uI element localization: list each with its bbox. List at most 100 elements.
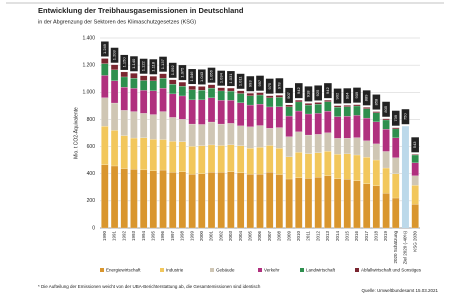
- bar-segment: [275, 106, 283, 128]
- bar-segment: [256, 125, 264, 148]
- x-tick-label: 2018: [374, 231, 379, 242]
- bar-segment: [101, 126, 109, 165]
- total-label: 978: [276, 82, 281, 89]
- bar-segment: [217, 100, 225, 125]
- legend-swatch: [160, 268, 164, 272]
- total-label: 739: [393, 114, 398, 121]
- bar-segment: [110, 130, 119, 167]
- total-label-box: [207, 67, 216, 83]
- target-bar: [401, 126, 409, 228]
- bar-segment: [130, 169, 138, 229]
- bar-segment: [343, 138, 351, 155]
- total-label: 1.075: [179, 67, 184, 78]
- bar-segment: [217, 145, 225, 173]
- bar-segment: [285, 115, 293, 137]
- total-label-box: [285, 87, 293, 103]
- bar-segment: [149, 80, 157, 91]
- bar-segment: [324, 100, 332, 102]
- bar-segment: [314, 102, 322, 105]
- bar-segment: [275, 148, 283, 175]
- bar-segment: [188, 174, 196, 229]
- bar-segment: [275, 174, 283, 229]
- bar-segment: [110, 80, 119, 104]
- bar-segment: [169, 141, 177, 173]
- total-label: 1.031: [228, 73, 233, 84]
- total-label-box: [139, 58, 148, 74]
- x-tick-label: 2001: [209, 231, 214, 242]
- x-tick-label: 2008: [277, 231, 282, 242]
- bar-segment: [256, 147, 264, 175]
- bar-segment: [130, 111, 138, 139]
- bar-segment: [140, 113, 148, 138]
- total-label-box: [275, 78, 284, 94]
- bar-segment: [169, 117, 177, 142]
- bar-segment: [343, 105, 351, 107]
- total-label-box: [333, 88, 342, 104]
- bar-segment: [295, 177, 303, 229]
- total-label: 925: [315, 89, 320, 96]
- bar-segment: [217, 90, 225, 101]
- bar-segment: [110, 165, 119, 229]
- bar-segment: [178, 82, 187, 87]
- total-label-box: [120, 54, 129, 70]
- bar-segment: [304, 104, 313, 115]
- total-label-box: [110, 47, 119, 63]
- chart-title: Entwicklung der Treibhausgasemissionen i…: [38, 6, 244, 15]
- bar-segment: [275, 127, 283, 149]
- total-label: 942: [325, 87, 330, 94]
- footnote: * Die Aufteilung der Emissionen weicht v…: [38, 284, 261, 289]
- bar-segment: [246, 104, 254, 127]
- total-label-box: [246, 76, 255, 92]
- x-tick-label: 2010: [296, 231, 301, 242]
- bar-segment: [363, 183, 371, 229]
- bar-segment: [295, 101, 303, 112]
- bar-segment: [411, 162, 419, 176]
- bar-segment: [295, 152, 303, 178]
- bar-segment: [256, 94, 264, 105]
- bar-segment: [285, 156, 293, 180]
- x-tick-label: 2020 Schätzung: [393, 231, 398, 264]
- bar-segment: [343, 116, 351, 139]
- bar-segment: [198, 86, 206, 91]
- total-label: 909: [354, 91, 359, 98]
- bar-segment: [159, 88, 167, 112]
- x-tick-label: 1994: [141, 231, 146, 242]
- bar-segment: [266, 95, 274, 98]
- bar-segment: [304, 134, 313, 154]
- total-label: 889: [364, 94, 369, 101]
- bar-segment: [227, 90, 235, 101]
- bar-segment: [392, 197, 400, 229]
- bar-segment: [237, 93, 245, 103]
- total-label-box: [265, 78, 274, 94]
- bar-segment: [324, 175, 332, 229]
- bar-segment: [285, 136, 293, 157]
- chart-subtitle: in der Abgrenzung der Sektoren des Klima…: [38, 19, 196, 25]
- bar-segment: [140, 169, 148, 229]
- total-label-box: [314, 85, 322, 101]
- bar-segment: [333, 138, 342, 155]
- total-label-box: [149, 59, 158, 75]
- bar-segment: [324, 151, 332, 176]
- bar-segment: [120, 168, 128, 229]
- bar-segment: [353, 137, 361, 156]
- total-label: 1.137: [160, 58, 165, 69]
- x-tick-label: 2019: [383, 231, 388, 242]
- x-tick-label: Ziel 2020 (-40%): [403, 230, 408, 264]
- bar-segment: [411, 175, 419, 186]
- bar-segment: [295, 100, 303, 103]
- bar-segment: [188, 99, 196, 125]
- bar-segment: [207, 172, 216, 229]
- total-label-box: [294, 83, 303, 99]
- total-label-box: [362, 90, 371, 106]
- total-label: 993: [247, 80, 252, 87]
- bar-segment: [130, 78, 138, 89]
- y-axis-label: Mio. t CO2-Äquivalente: [72, 107, 79, 159]
- total-label-box: [401, 109, 410, 125]
- total-label-box: [411, 137, 419, 153]
- bar-segment: [101, 58, 109, 64]
- total-label: 1.150: [121, 57, 126, 68]
- bar-segment: [314, 152, 322, 178]
- bar-segment: [198, 90, 206, 100]
- bar-segment: [217, 123, 225, 146]
- bar-segment: [178, 86, 187, 97]
